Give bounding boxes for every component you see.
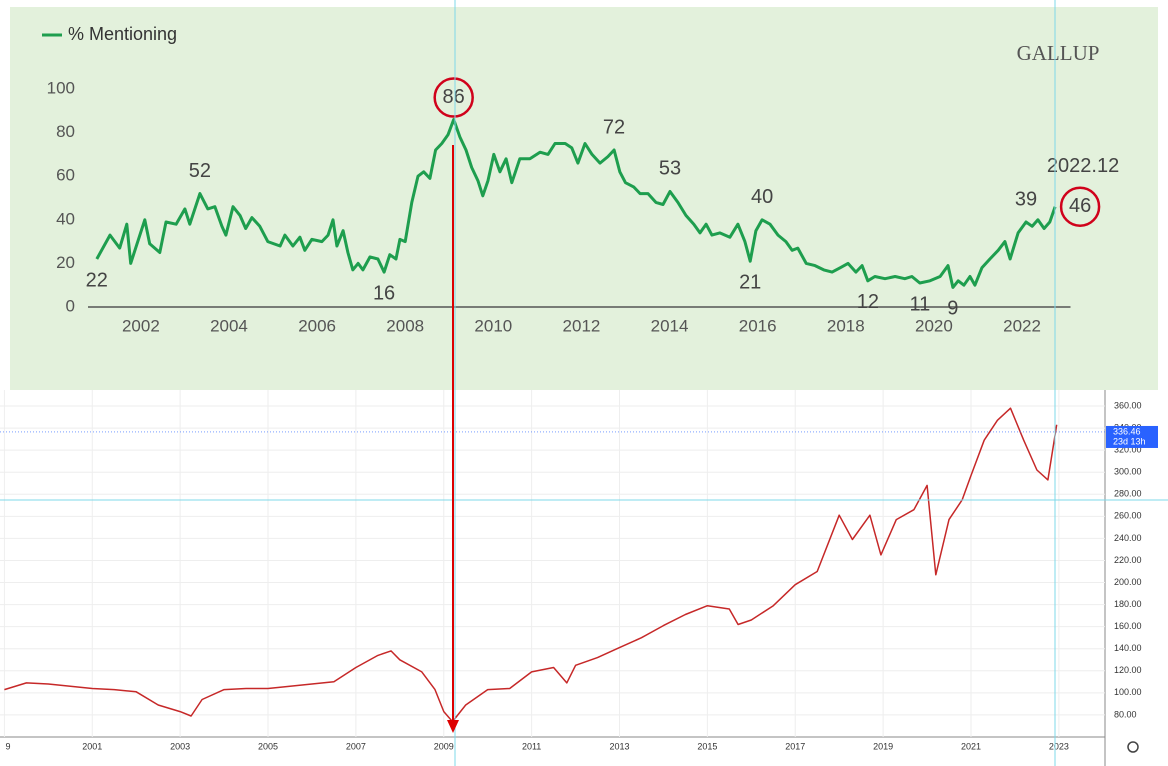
x-tick-label: 2009 xyxy=(434,741,454,751)
y-tick-label: 280.00 xyxy=(1114,489,1142,499)
y-tick-label: 220.00 xyxy=(1114,555,1142,565)
last-price-label: 336.46 xyxy=(1113,426,1141,436)
y-tick-label: 120.00 xyxy=(1114,665,1142,675)
value-label: 39 xyxy=(1015,188,1037,210)
value-label: 86 xyxy=(443,86,465,108)
y-tick-label: 60 xyxy=(56,166,75,185)
value-label: 12 xyxy=(857,291,879,313)
x-tick-label: 2013 xyxy=(609,741,629,751)
highlight-circle xyxy=(1059,186,1101,227)
y-tick-label: 320.00 xyxy=(1114,445,1142,455)
y-tick-label: 0 xyxy=(66,296,75,315)
value-label: 11 xyxy=(909,293,930,315)
x-tick-label: 2011 xyxy=(522,741,541,751)
countdown-label: 23d 13h xyxy=(1113,436,1146,446)
x-tick-label: 2002 xyxy=(122,316,160,335)
x-tick-label: 9 xyxy=(5,741,10,751)
annotation: 2022.12 xyxy=(1047,155,1119,177)
settings-icon[interactable] xyxy=(1127,741,1139,753)
x-tick-label: 2012 xyxy=(563,316,601,335)
source-logo: GALLUP xyxy=(1017,41,1100,65)
x-tick-label: 2010 xyxy=(474,316,512,335)
y-tick-label: 260.00 xyxy=(1114,511,1142,521)
y-tick-label: 20 xyxy=(56,253,75,272)
value-label: 21 xyxy=(739,272,761,294)
y-tick-label: 360.00 xyxy=(1114,400,1142,410)
y-tick-label: 160.00 xyxy=(1114,621,1142,631)
y-tick-label: 80 xyxy=(56,122,75,141)
x-tick-label: 2006 xyxy=(298,316,336,335)
legend-label: % Mentioning xyxy=(68,24,177,44)
value-label: 22 xyxy=(86,269,108,291)
y-tick-label: 80.00 xyxy=(1114,709,1137,719)
value-label: 16 xyxy=(373,282,395,304)
x-tick-label: 2016 xyxy=(739,316,777,335)
value-label: 52 xyxy=(189,160,211,182)
value-label: 46 xyxy=(1069,195,1091,217)
highlight-circle xyxy=(433,77,474,118)
y-tick-label: 140.00 xyxy=(1114,643,1142,653)
x-tick-label: 2003 xyxy=(170,741,190,751)
x-tick-label: 2018 xyxy=(827,316,865,335)
x-tick-label: 2007 xyxy=(346,741,366,751)
x-tick-label: 2001 xyxy=(82,741,102,751)
layers: 0 20 40 60 80 100 2002 2004 2006 2008 2010 2012 2014… xyxy=(0,24,1158,751)
y-tick-label: 300.00 xyxy=(1114,467,1142,477)
series-line xyxy=(4,407,1058,723)
x-tick-label: 2004 xyxy=(210,316,248,335)
value-label: 53 xyxy=(659,158,681,180)
x-tick-label: 2023 xyxy=(1049,741,1069,751)
x-tick-label: 2005 xyxy=(258,741,278,751)
value-label: 9 xyxy=(947,298,958,320)
x-tick-label: 2022 xyxy=(1003,316,1041,335)
x-tick-label: 2014 xyxy=(651,316,689,335)
x-tick-label: 2019 xyxy=(873,741,893,751)
y-tick-label: 240.00 xyxy=(1114,533,1142,543)
y-tick-label: 100.00 xyxy=(1114,687,1142,697)
y-tick-label: 100 xyxy=(47,78,75,97)
y-tick-label: 40 xyxy=(56,209,75,228)
series-line xyxy=(95,118,1057,289)
x-tick-label: 2020 xyxy=(915,316,953,335)
y-tick-label: 180.00 xyxy=(1114,599,1142,609)
y-tick-label: 200.00 xyxy=(1114,577,1142,587)
x-tick-label: 2017 xyxy=(785,741,805,751)
value-label: 40 xyxy=(751,186,773,208)
x-tick-label: 2015 xyxy=(697,741,717,751)
arrow-head xyxy=(447,720,459,733)
x-tick-label: 2021 xyxy=(961,741,981,751)
price-tag xyxy=(1106,425,1158,448)
x-tick-label: 2008 xyxy=(386,316,424,335)
value-label: 72 xyxy=(603,116,625,138)
